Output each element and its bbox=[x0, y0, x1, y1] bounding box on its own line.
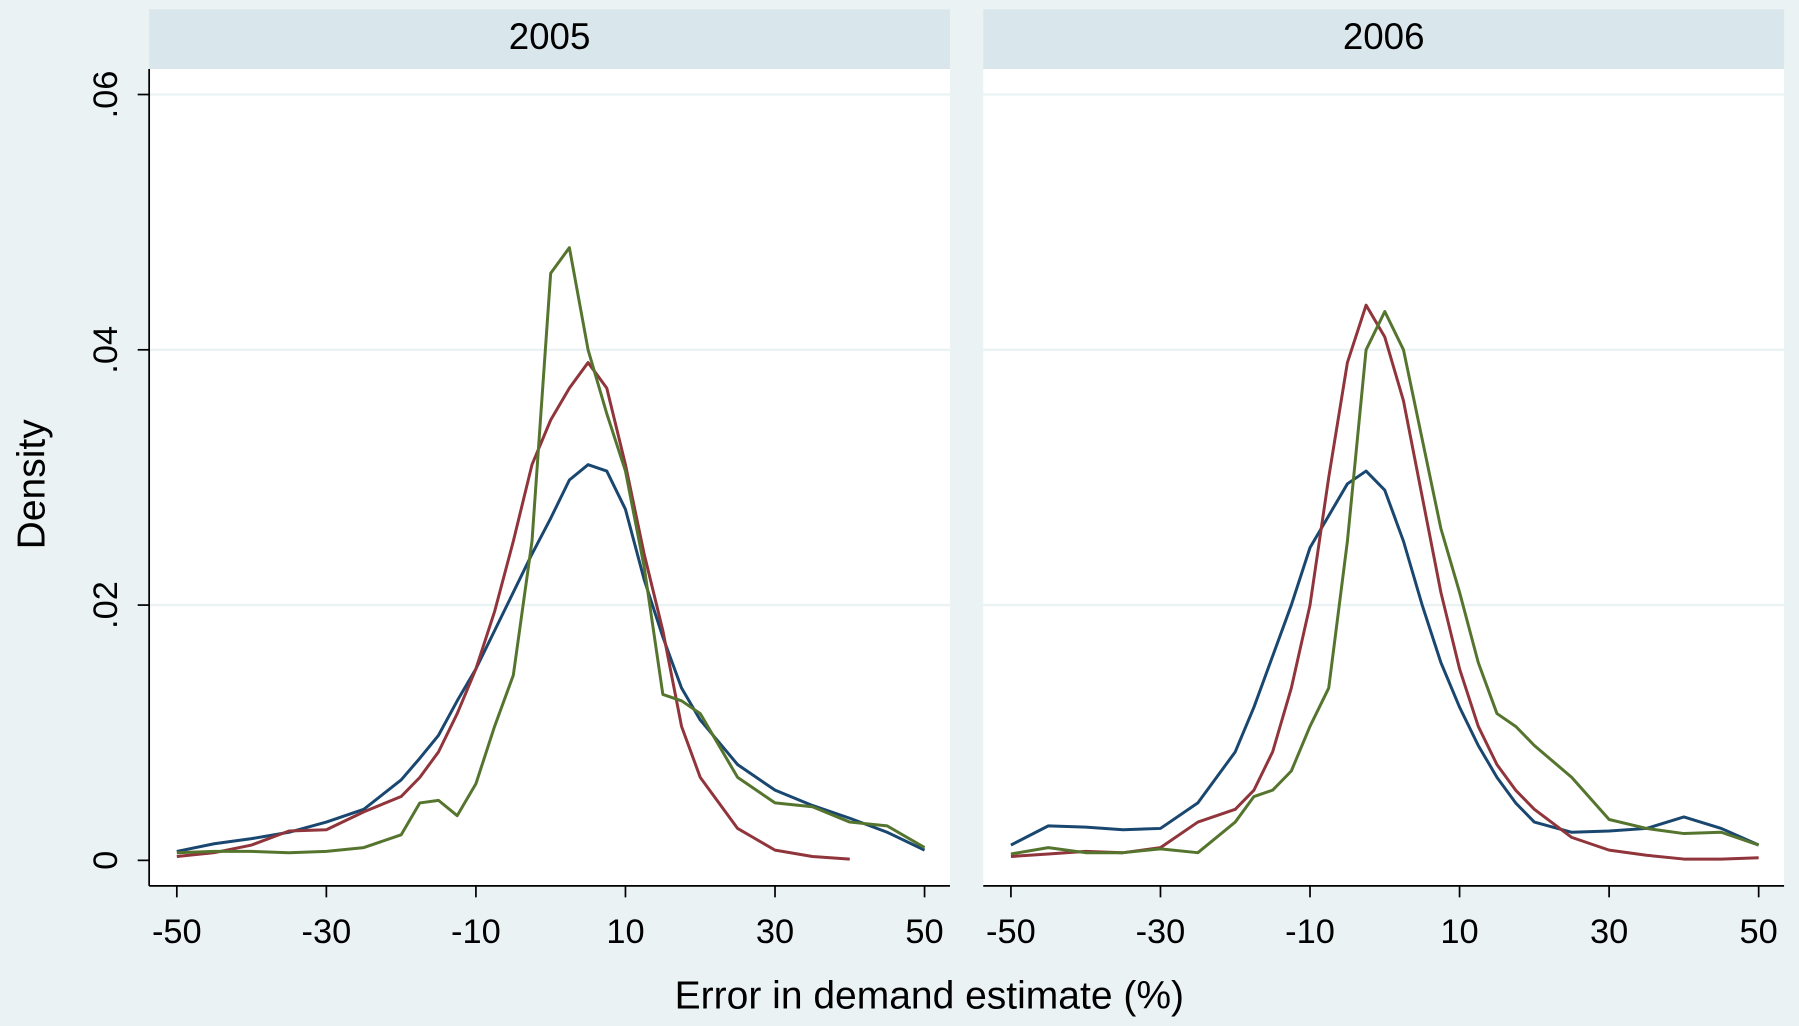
strip bbox=[983, 9, 1785, 69]
density-line bbox=[176, 246, 926, 855]
x-tick-label: 50 bbox=[905, 913, 943, 951]
density-line bbox=[176, 361, 850, 861]
y-tick-label: .02 bbox=[87, 581, 125, 629]
x-tick-label: -10 bbox=[451, 913, 501, 951]
density-line bbox=[1010, 303, 1759, 861]
x-tick-label: -30 bbox=[1136, 913, 1186, 951]
x-tick-label: 30 bbox=[756, 913, 794, 951]
plot-area bbox=[149, 68, 950, 886]
x-tick-label: 50 bbox=[1740, 913, 1778, 951]
y-axis-label: Density bbox=[11, 419, 54, 550]
strip bbox=[149, 9, 950, 69]
density-line bbox=[1010, 469, 1760, 847]
panel-title: 2006 bbox=[1343, 16, 1425, 57]
y-tick-label: 0 bbox=[87, 851, 125, 870]
x-tick-label: -50 bbox=[152, 913, 202, 951]
plot-area bbox=[983, 68, 1785, 886]
x-tick-label: -30 bbox=[301, 913, 351, 951]
density-line bbox=[1010, 310, 1760, 856]
y-tick-label: .06 bbox=[87, 71, 125, 119]
x-tick-label: 10 bbox=[1440, 913, 1478, 951]
x-tick-label: 30 bbox=[1590, 913, 1628, 951]
panel-title: 2005 bbox=[509, 16, 591, 57]
x-axis-label: Error in demand estimate (%) bbox=[675, 975, 1184, 1018]
x-tick-label: -50 bbox=[986, 913, 1036, 951]
density-line bbox=[176, 463, 926, 853]
x-tick-label: -10 bbox=[1285, 913, 1335, 951]
y-tick-label: .04 bbox=[87, 326, 125, 374]
x-tick-label: 10 bbox=[606, 913, 644, 951]
